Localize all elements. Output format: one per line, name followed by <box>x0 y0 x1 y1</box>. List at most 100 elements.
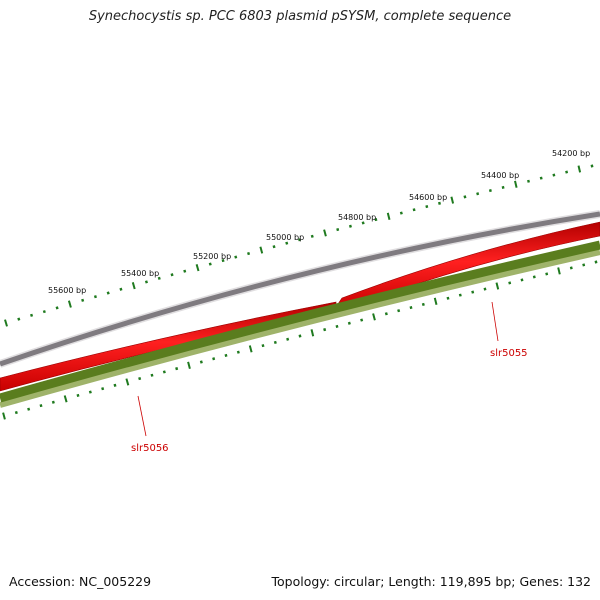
minor-tick <box>170 273 174 277</box>
minor-tick <box>157 276 161 280</box>
minor-tick <box>30 313 34 317</box>
minor-tick <box>552 173 556 177</box>
minor-tick <box>273 340 277 345</box>
minor-tick <box>335 324 339 328</box>
major-tick <box>450 196 455 204</box>
major-tick <box>495 282 500 290</box>
minor-tick <box>582 263 586 267</box>
minor-tick <box>458 293 462 297</box>
minor-tick <box>384 312 388 316</box>
gene-label-slr5055[interactable]: slr5055 <box>490 348 528 359</box>
scale-label: 55400 bp <box>121 269 159 278</box>
minor-tick <box>397 309 401 313</box>
label-leader-slr5055 <box>491 301 499 342</box>
minor-tick <box>51 400 55 404</box>
label-leader-slr5056 <box>137 395 147 437</box>
minor-tick <box>532 275 536 279</box>
minor-tick <box>76 393 80 397</box>
minor-tick <box>565 170 569 174</box>
minor-tick <box>409 306 413 310</box>
minor-tick <box>539 176 543 180</box>
scale-label: 54800 bp <box>338 213 376 222</box>
topology-text: Topology: circular; Length: 119,895 bp; … <box>271 574 592 589</box>
major-tick <box>2 412 6 420</box>
major-tick <box>557 267 561 275</box>
accession-text: Accession: NC_005229 <box>9 574 152 589</box>
minor-tick <box>298 334 302 338</box>
minor-tick <box>323 327 327 332</box>
minor-tick <box>520 278 524 282</box>
minor-tick <box>236 350 240 354</box>
minor-tick <box>412 208 416 212</box>
scale-label: 54600 bp <box>409 193 447 202</box>
minor-tick <box>138 376 142 381</box>
minor-tick <box>17 317 21 321</box>
minor-tick <box>93 295 97 299</box>
minor-tick <box>261 344 265 348</box>
minor-tick <box>399 211 403 215</box>
minor-tick <box>119 287 123 291</box>
minor-tick <box>144 280 148 284</box>
major-tick <box>372 313 376 321</box>
minor-tick <box>224 353 228 357</box>
major-tick <box>248 345 253 353</box>
minor-tick <box>360 318 364 322</box>
minor-tick <box>285 241 289 245</box>
major-tick <box>67 300 72 308</box>
minor-tick <box>501 185 505 189</box>
scale-label: 54200 bp <box>552 149 590 158</box>
minor-tick <box>175 366 179 371</box>
major-tick <box>323 229 327 237</box>
minor-tick <box>101 387 105 391</box>
minor-tick <box>150 373 154 377</box>
gene-label-slr5056[interactable]: slr5056 <box>131 443 169 454</box>
minor-tick <box>527 179 530 183</box>
minor-tick <box>113 383 117 387</box>
minor-tick <box>508 281 512 285</box>
major-tick <box>125 378 130 386</box>
minor-tick <box>162 370 166 374</box>
minor-tick <box>590 164 594 168</box>
minor-tick <box>545 272 549 276</box>
scale-label: 55200 bp <box>193 252 231 261</box>
major-tick <box>433 297 438 305</box>
minor-tick <box>183 269 187 273</box>
scale-label: 55000 bp <box>266 233 304 242</box>
major-tick <box>577 165 582 173</box>
minor-tick <box>42 310 46 314</box>
major-tick <box>195 264 200 272</box>
minor-tick <box>446 296 450 300</box>
minor-tick <box>463 195 467 199</box>
minor-tick <box>234 255 238 259</box>
minor-tick <box>39 404 43 408</box>
inner-tick-ring <box>2 260 598 420</box>
scale-ring <box>4 164 594 327</box>
minor-tick <box>199 360 203 364</box>
minor-tick <box>81 298 85 302</box>
minor-tick <box>336 228 340 232</box>
major-tick <box>386 212 391 220</box>
minor-tick <box>569 266 573 270</box>
minor-tick <box>272 245 276 249</box>
map-title: Synechocystis sp. PCC 6803 plasmid pSYSM… <box>88 9 512 24</box>
minor-tick <box>55 306 59 310</box>
major-tick <box>310 329 315 337</box>
minor-tick <box>208 262 212 266</box>
minor-tick <box>348 224 352 228</box>
minor-tick <box>347 321 351 325</box>
minor-tick <box>298 238 301 242</box>
minor-tick <box>476 192 480 196</box>
green-track <box>0 240 600 403</box>
major-tick <box>63 395 68 403</box>
green-track-light <box>0 249 600 408</box>
scale-label: 54400 bp <box>481 171 519 180</box>
minor-tick <box>247 251 251 256</box>
minor-tick <box>594 260 598 264</box>
minor-tick <box>374 218 378 222</box>
minor-tick <box>438 201 441 205</box>
minor-tick <box>421 302 425 307</box>
major-tick <box>4 319 8 327</box>
minor-tick <box>286 337 290 341</box>
major-tick <box>514 180 518 188</box>
